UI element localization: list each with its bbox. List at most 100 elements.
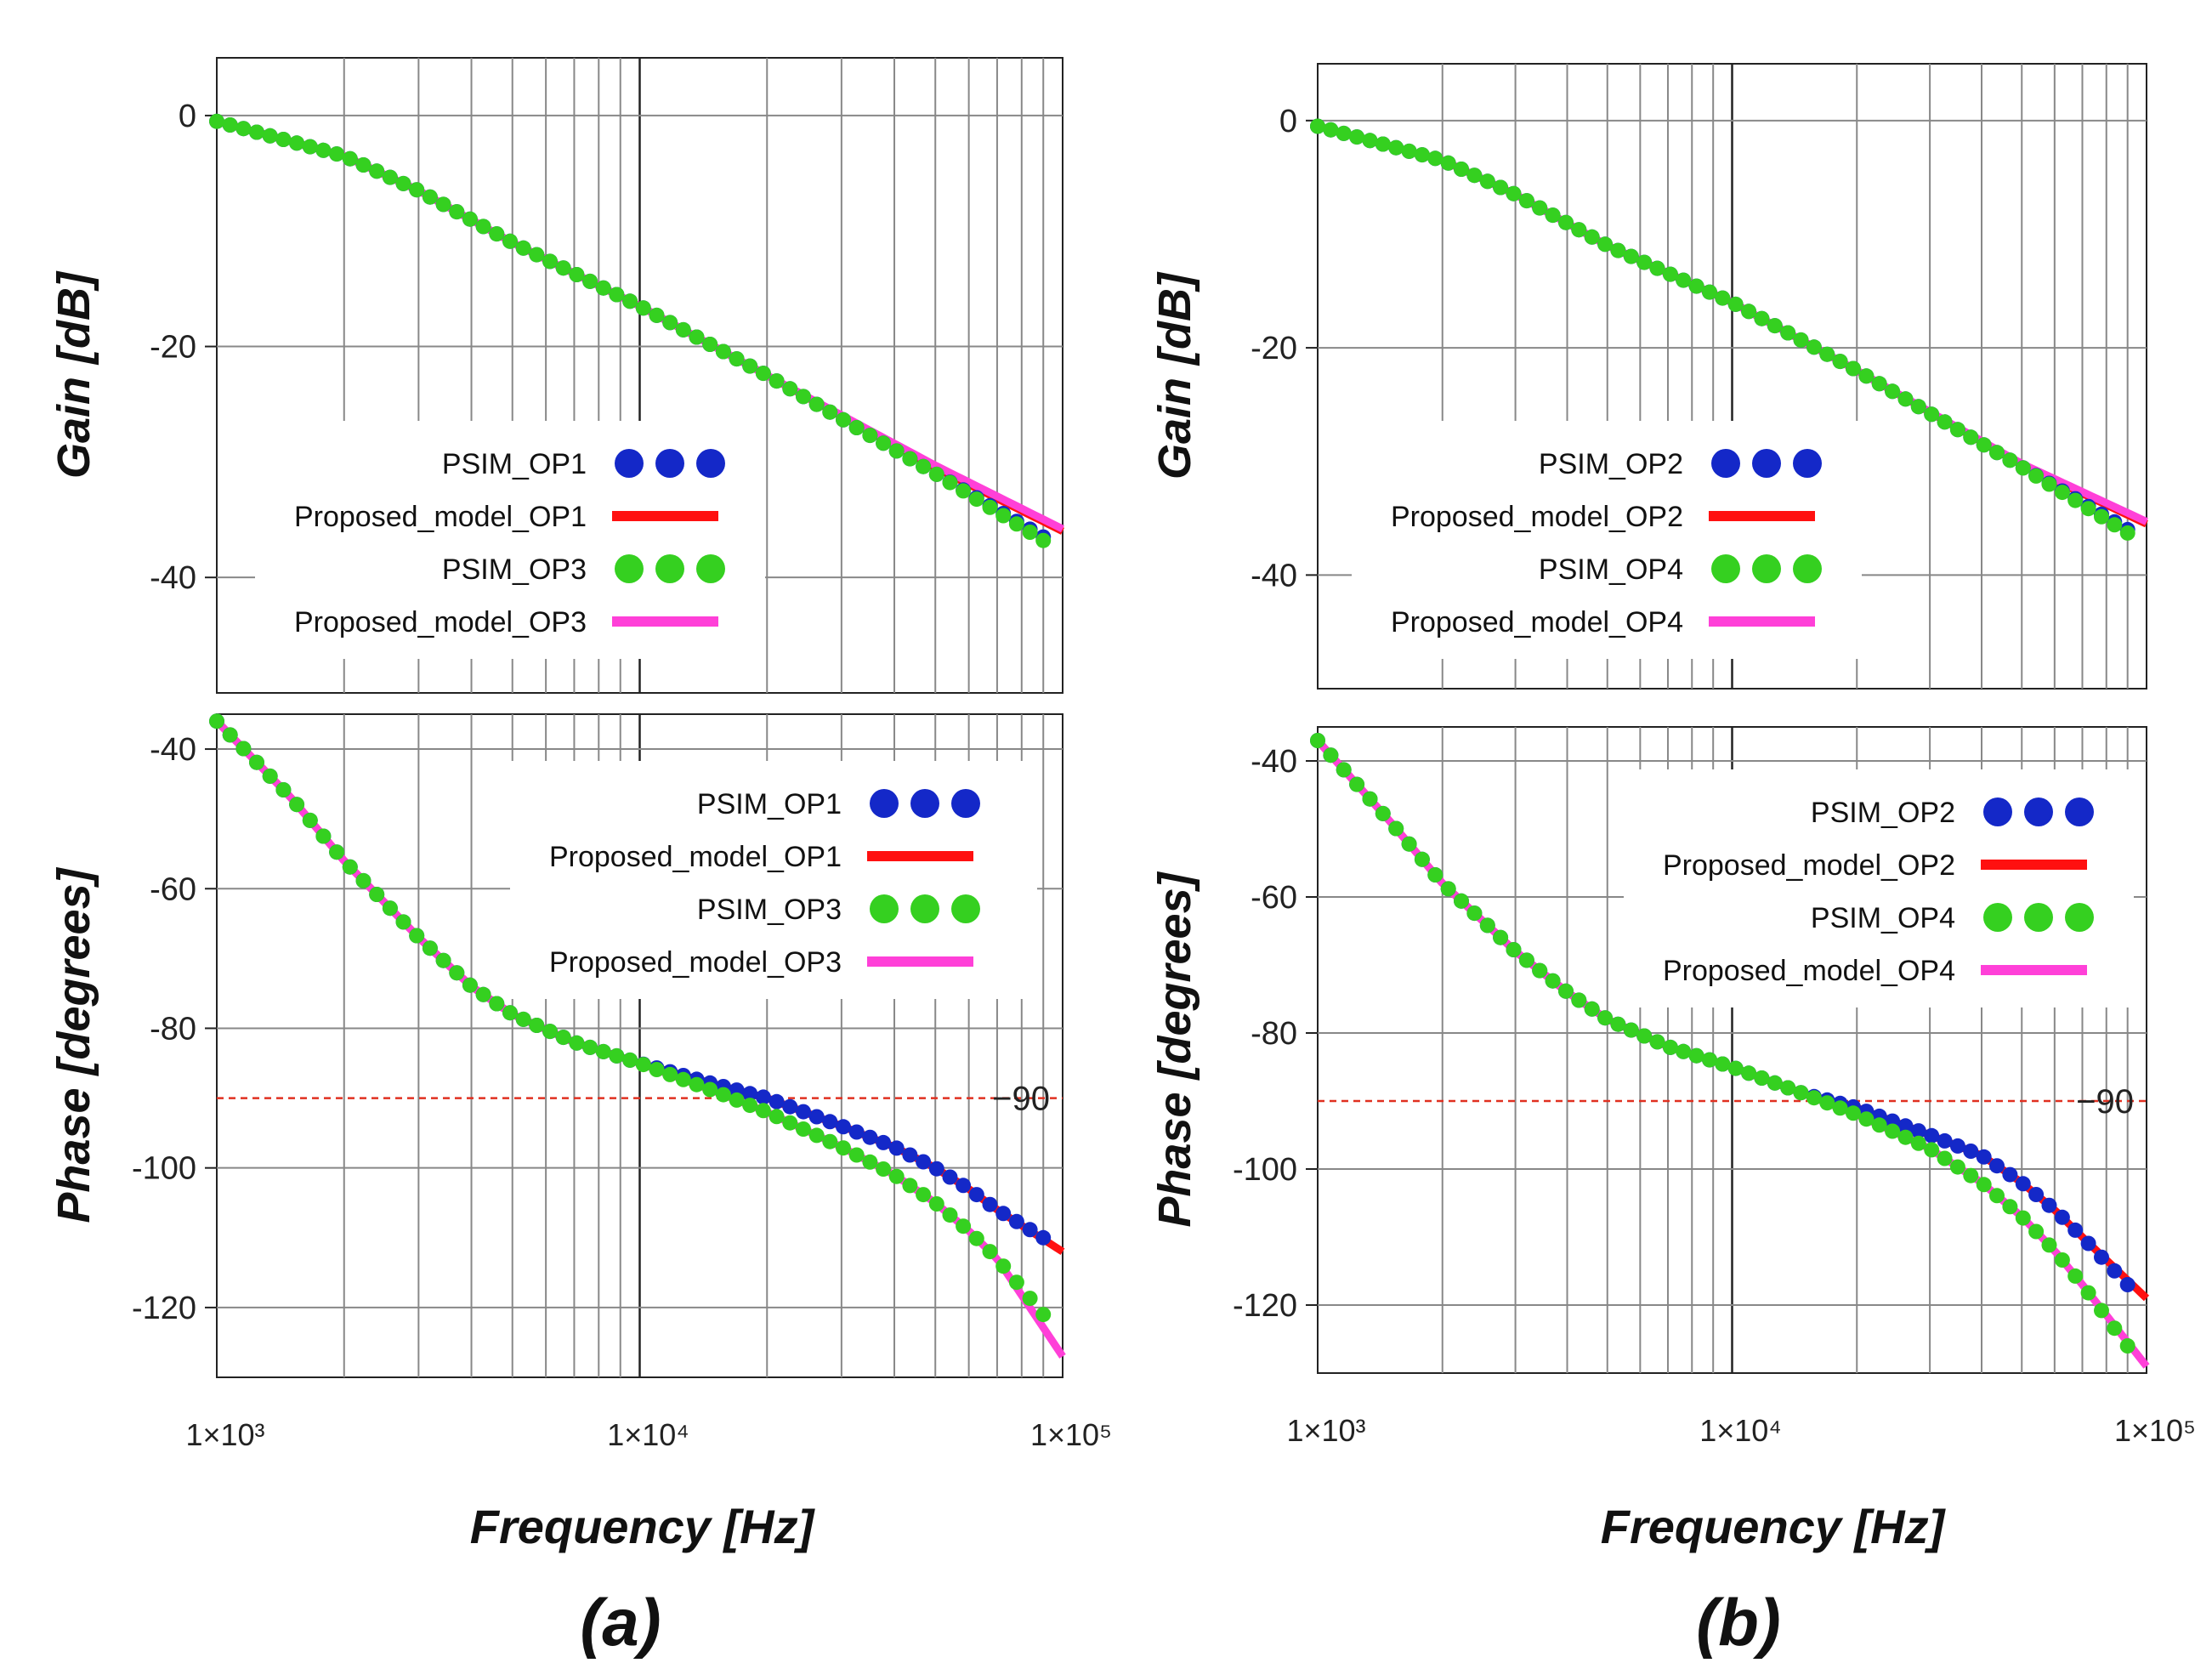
series-dots-psim_op4 xyxy=(1310,118,2135,541)
data-point xyxy=(369,887,385,902)
data-point xyxy=(1518,193,1534,209)
data-point xyxy=(1466,905,1483,922)
data-point xyxy=(742,1086,758,1102)
y-tick-label: -40 xyxy=(1251,558,1297,593)
data-point xyxy=(1401,143,1417,159)
data-point xyxy=(876,435,892,451)
legend-swatch-dot xyxy=(655,554,684,583)
data-point xyxy=(395,914,411,930)
data-point xyxy=(1479,173,1495,190)
data-point xyxy=(1532,200,1548,216)
data-point xyxy=(2094,508,2109,525)
y-tick-label: -40 xyxy=(150,732,196,768)
data-point xyxy=(475,986,491,1002)
data-point xyxy=(1454,162,1469,177)
legend-swatch-dot xyxy=(951,894,980,923)
data-point xyxy=(662,1066,678,1082)
data-point xyxy=(475,219,491,235)
legend-swatch-dot xyxy=(1711,449,1740,478)
data-point xyxy=(1636,254,1653,270)
data-point xyxy=(782,381,798,397)
data-point xyxy=(1022,1222,1038,1238)
legend-label: Proposed_model_OP4 xyxy=(1391,606,1683,639)
x-tick-label: 1×10⁴ xyxy=(1699,1413,1782,1448)
data-point xyxy=(1741,304,1757,320)
data-point xyxy=(1702,1052,1717,1068)
y-tick-label: -20 xyxy=(150,330,196,366)
data-point xyxy=(422,940,438,956)
data-point xyxy=(1727,1060,1744,1076)
data-point xyxy=(382,169,398,185)
y-tick-label: -40 xyxy=(1251,744,1297,780)
data-point xyxy=(982,499,998,515)
data-point xyxy=(796,1121,811,1137)
data-point xyxy=(582,1039,598,1055)
data-point xyxy=(355,872,372,888)
data-point xyxy=(289,135,305,151)
legend-swatch-dot xyxy=(2024,797,2053,826)
data-point xyxy=(1846,360,1861,377)
data-point xyxy=(995,1258,1012,1274)
data-point xyxy=(782,1115,798,1131)
data-point xyxy=(742,358,758,374)
data-point xyxy=(836,411,851,428)
data-point xyxy=(569,1035,585,1051)
data-point xyxy=(2107,1263,2123,1279)
data-point xyxy=(249,754,264,770)
data-point xyxy=(769,373,785,389)
data-point xyxy=(1767,318,1783,334)
data-point xyxy=(2041,1197,2057,1213)
data-point xyxy=(1388,820,1404,837)
data-point xyxy=(1506,942,1522,957)
data-point xyxy=(1989,1158,2005,1174)
data-point xyxy=(888,443,905,459)
data-point xyxy=(1336,125,1352,141)
data-point xyxy=(942,474,958,491)
y-tick-label: -100 xyxy=(1233,1152,1297,1188)
data-point xyxy=(968,491,984,508)
data-point xyxy=(2054,1209,2070,1225)
legend-label: PSIM_OP1 xyxy=(442,448,587,480)
data-point xyxy=(209,113,224,129)
panel-label-a: (a) xyxy=(580,1585,661,1660)
data-point xyxy=(902,1147,918,1163)
data-point xyxy=(529,247,545,263)
data-point xyxy=(422,189,438,205)
y-axis-label: Gain [dB] xyxy=(1149,271,1200,480)
data-point xyxy=(2067,492,2084,508)
data-point xyxy=(1793,1085,1809,1101)
data-point xyxy=(1454,893,1469,909)
data-point xyxy=(1022,525,1038,540)
data-point xyxy=(729,351,745,367)
legend-label: PSIM_OP3 xyxy=(442,553,587,586)
y-tick-label: -80 xyxy=(150,1011,196,1047)
data-point xyxy=(1375,805,1391,821)
data-point xyxy=(409,182,425,198)
data-point xyxy=(1597,236,1614,253)
data-point xyxy=(275,132,292,147)
data-point xyxy=(622,293,638,309)
data-point xyxy=(1976,1177,1992,1193)
series-dots-psim_op3 xyxy=(209,113,1052,548)
legend: PSIM_OP1 Proposed_model_OP1 PSIM_OP3 Propos… xyxy=(255,421,765,659)
data-point xyxy=(1819,346,1835,362)
legend-swatch-dot xyxy=(615,554,644,583)
data-point xyxy=(315,828,332,844)
data-point xyxy=(342,859,358,875)
data-point xyxy=(1715,1056,1731,1072)
data-point xyxy=(635,300,651,316)
legend-swatch-dot xyxy=(696,554,725,583)
data-point xyxy=(275,782,292,797)
legend-label: Proposed_model_OP4 xyxy=(1663,955,1955,987)
data-point xyxy=(1008,1274,1024,1291)
data-point xyxy=(1466,167,1483,184)
data-point xyxy=(1414,147,1430,163)
data-point xyxy=(542,1024,558,1040)
data-point xyxy=(1727,296,1744,312)
data-point xyxy=(1676,1043,1692,1059)
data-point xyxy=(1924,1142,1940,1158)
data-point xyxy=(329,146,345,162)
legend-label: PSIM_OP4 xyxy=(1811,902,1955,934)
data-point xyxy=(1310,118,1325,134)
data-point xyxy=(1584,1001,1600,1017)
